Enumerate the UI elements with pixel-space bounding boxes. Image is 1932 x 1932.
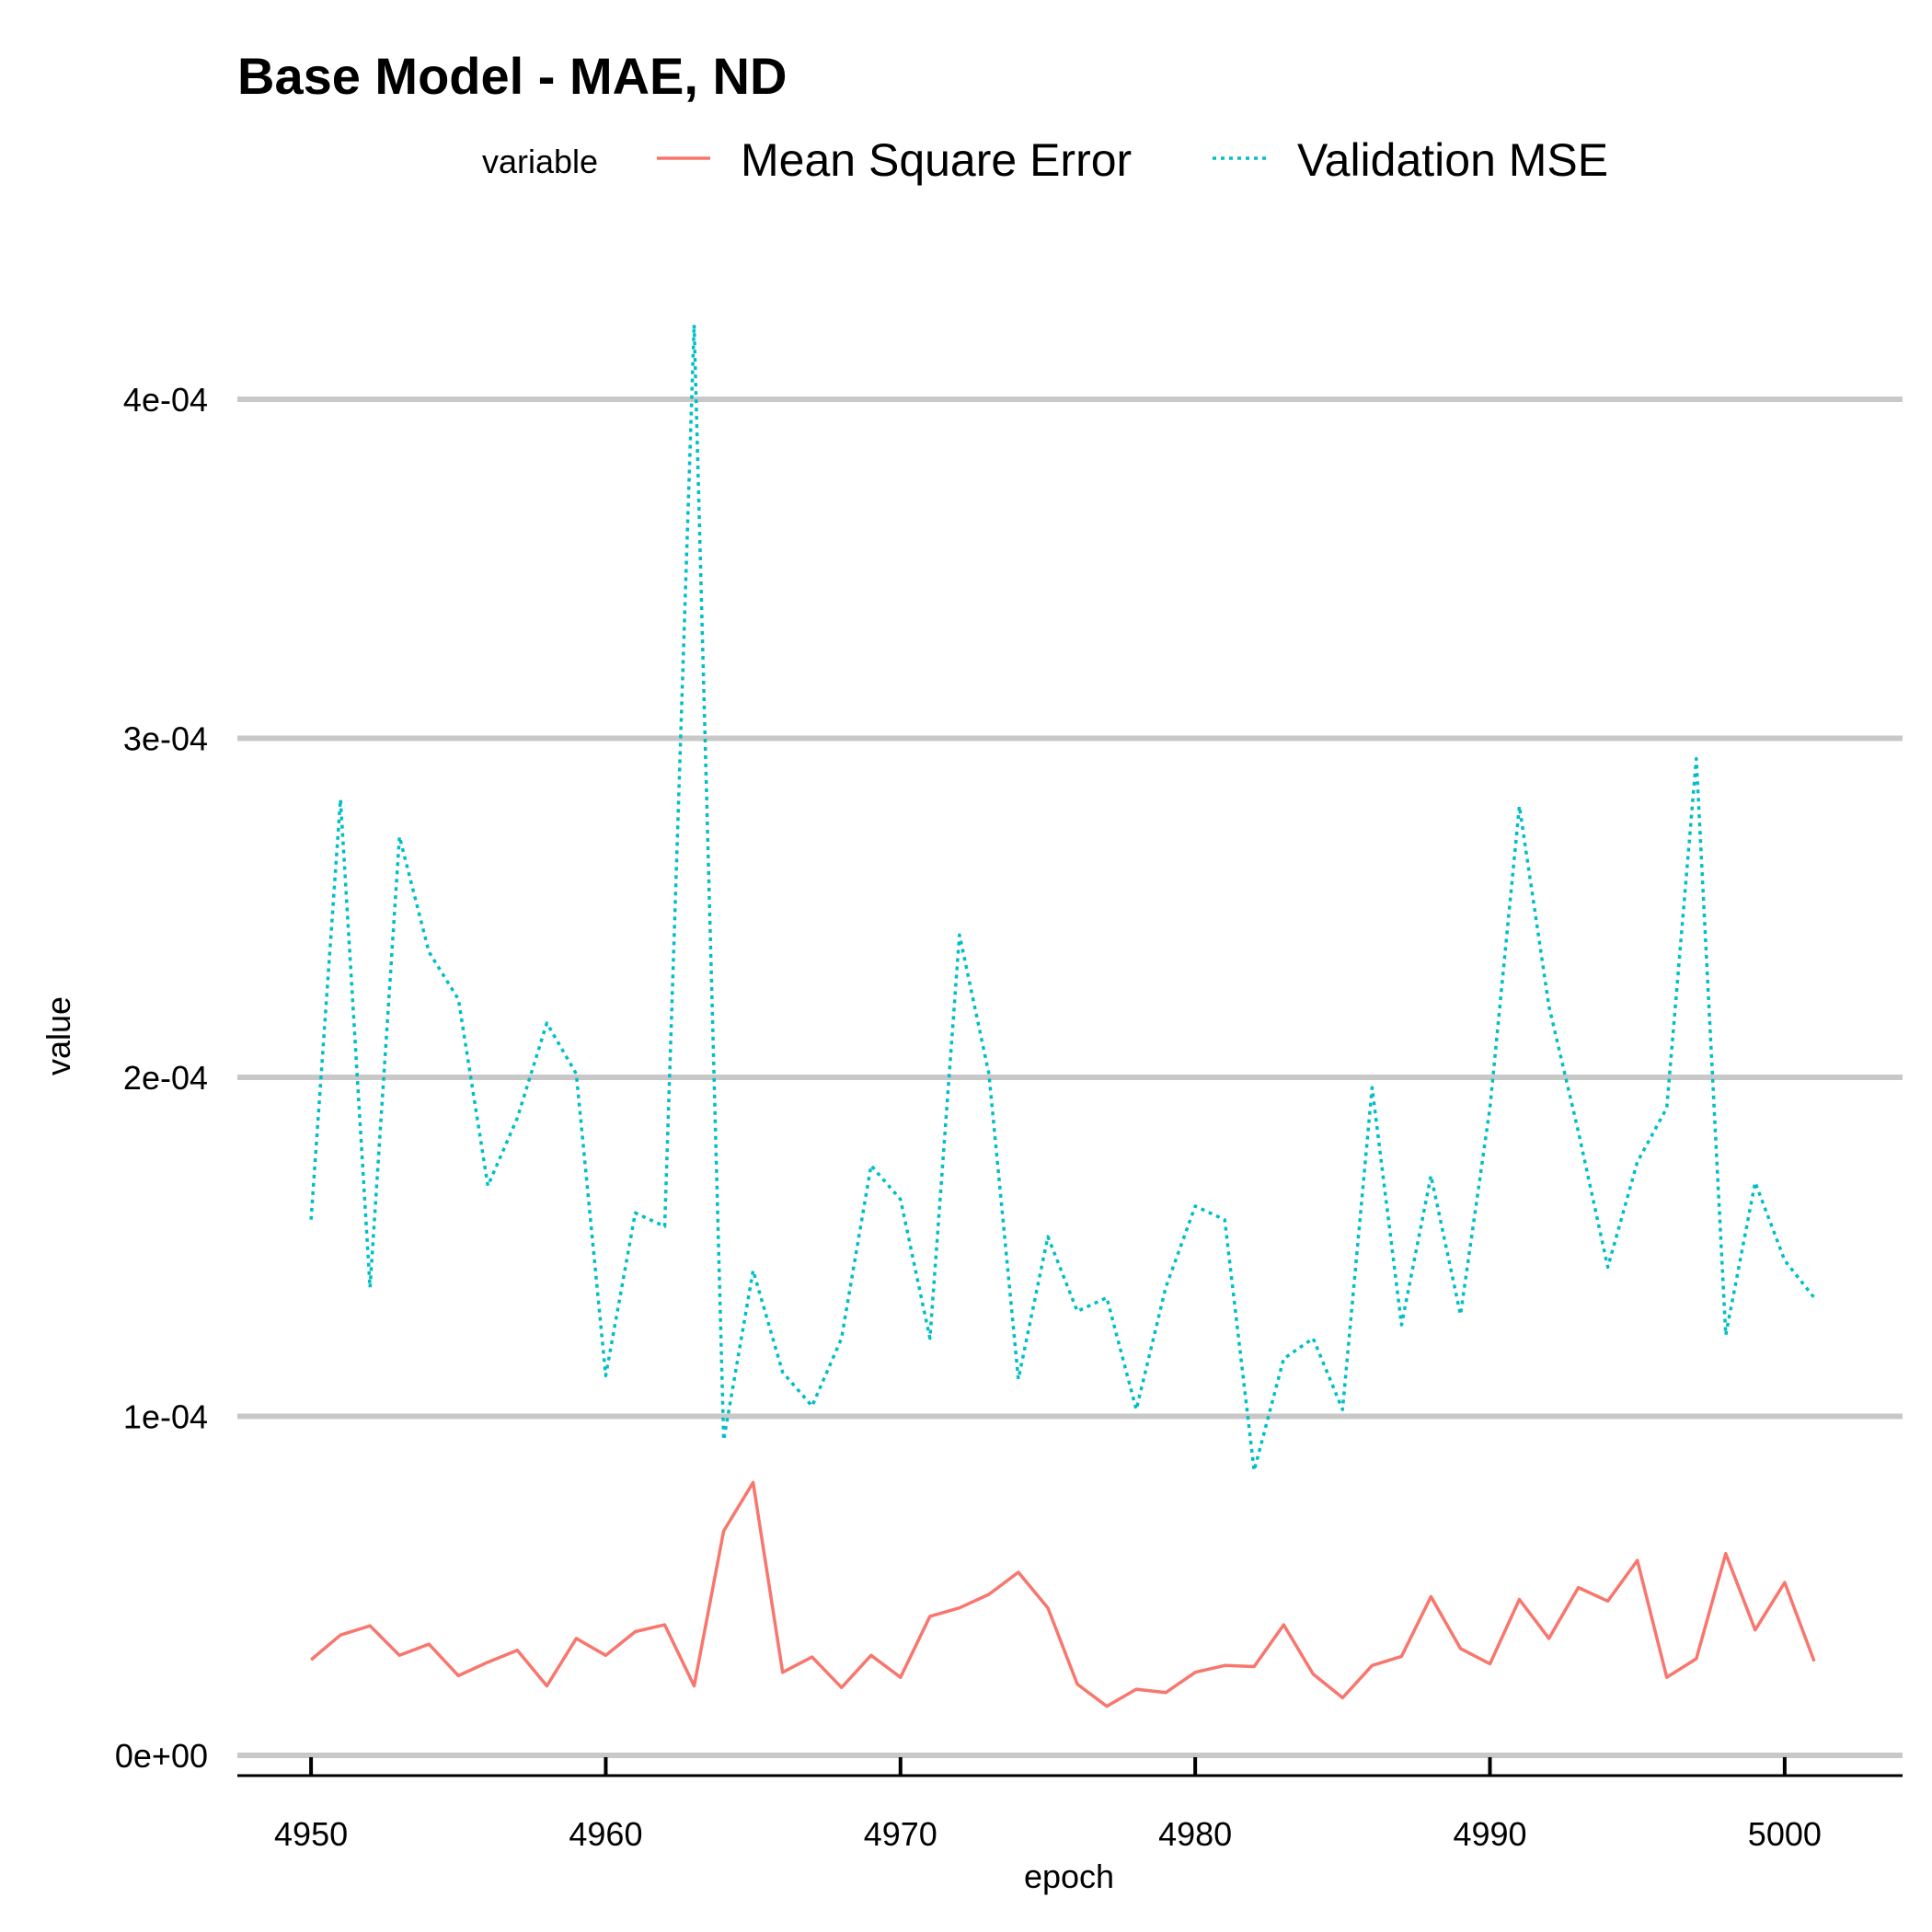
x-axis-label: epoch xyxy=(1024,1857,1114,1895)
x-tick-label: 4970 xyxy=(864,1815,937,1853)
x-tick-label: 4990 xyxy=(1453,1815,1526,1853)
legend-label-validation-mse: Validation MSE xyxy=(1297,134,1608,186)
series-layer xyxy=(309,323,1816,1708)
y-axis-label: value xyxy=(40,996,77,1075)
series-line-mean-square-error xyxy=(309,1480,1816,1708)
x-tick-label: 4950 xyxy=(274,1815,348,1853)
chart-title: Base Model - MAE, ND xyxy=(237,47,787,105)
x-tick-label: 4980 xyxy=(1158,1815,1232,1853)
legend-title: variable xyxy=(482,143,598,180)
legend: variable Mean Square Error Validation MSE xyxy=(482,134,1608,186)
legend-label-mean-square-error: Mean Square Error xyxy=(741,134,1132,186)
x-tick-label: 5000 xyxy=(1748,1815,1822,1853)
axes: 0e+00 1e-04 2e-04 3e-04 4e-04 4950 4960 4970 498… xyxy=(115,381,1903,1853)
y-tick-label: 0e+00 xyxy=(115,1737,208,1775)
y-tick-label: 1e-04 xyxy=(123,1398,208,1436)
grid xyxy=(237,397,1903,1758)
x-tick-label: 4960 xyxy=(569,1815,642,1853)
y-tick-label: 3e-04 xyxy=(123,720,208,758)
y-tick-label: 2e-04 xyxy=(123,1059,208,1097)
y-tick-label: 4e-04 xyxy=(123,381,208,419)
